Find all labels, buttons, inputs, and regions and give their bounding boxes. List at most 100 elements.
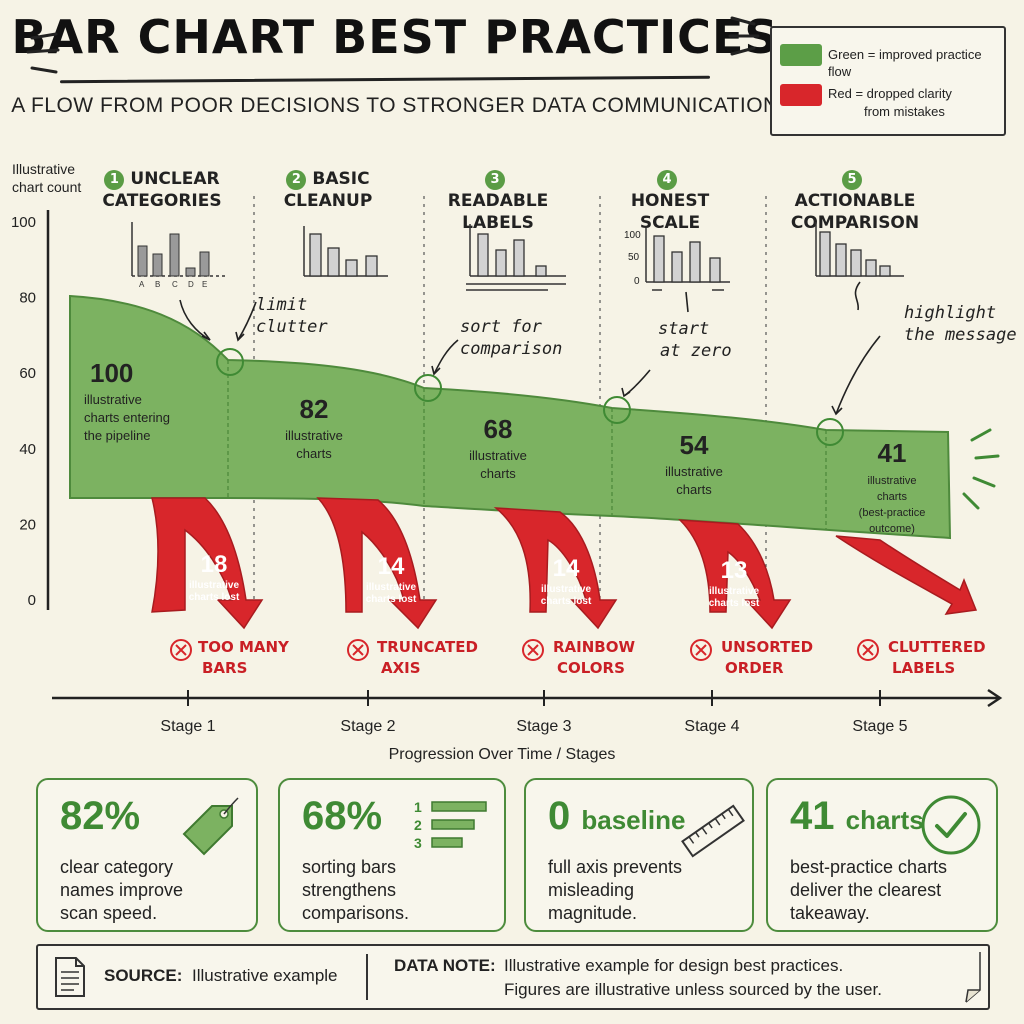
card-value-suffix: charts — [845, 805, 924, 835]
loss-caption: charts lost — [709, 598, 760, 609]
drop-arrow-stage-1 — [151, 497, 264, 630]
sorted-list-icon: 1 2 3 — [414, 799, 487, 851]
kpi-card-sorting: 68% 1 2 3 sorting bars strengthens compa… — [278, 778, 506, 932]
x-mark-icon — [175, 644, 187, 656]
card-text-line3: scan speed. — [60, 903, 158, 923]
title-underline — [59, 75, 711, 84]
loss-value: 18 — [201, 551, 228, 578]
card-text-line2: deliver the clearest — [790, 880, 942, 900]
title-accent-right-icon — [728, 16, 760, 56]
y-tick-label: 100 — [11, 214, 36, 231]
mistake-label-line2: LABELS — [892, 659, 955, 677]
loss-value: 13 — [721, 557, 748, 584]
card-value-number: 0 — [548, 794, 571, 838]
mistake-label-line1: TRUNCATED — [377, 638, 478, 656]
legend-green-text: Green = improved practice flow — [828, 47, 982, 79]
x-tick-label: Stage 1 — [160, 718, 215, 735]
card-description: sorting bars strengthens comparisons. — [302, 856, 492, 925]
card-text-line3: comparisons. — [302, 903, 410, 923]
annotation-line1: limit — [256, 295, 307, 315]
x-tick-label: Stage 2 — [340, 718, 395, 735]
list-number: 1 — [414, 799, 422, 815]
stage-title-line2: CATEGORIES — [102, 191, 222, 211]
x-tick-label: Stage 5 — [852, 718, 907, 735]
mini-chart-label: D — [188, 280, 194, 289]
x-mark-icon — [862, 644, 874, 656]
checkmark-icon — [921, 795, 981, 855]
ruler-icon — [681, 804, 745, 858]
annotation-line2: comparison — [460, 339, 562, 359]
stage-title-line1: READABLE — [447, 191, 549, 211]
drop-arrow-stage-5 — [835, 535, 978, 615]
kpi-card-baseline: 0 baseline full axis prevents misleading… — [524, 778, 754, 932]
stage-title-line1: BASIC — [312, 169, 370, 189]
improved-practice-flow — [69, 294, 952, 540]
remaining-caption: charts — [296, 446, 332, 461]
y-tick-label: 0 — [28, 592, 36, 609]
stage-number-badge: 5 — [842, 170, 862, 190]
remaining-caption: the pipeline — [84, 428, 151, 443]
x-axis-label: Progression Over Time / Stages — [389, 746, 616, 763]
remaining-caption: illustrative — [665, 464, 723, 479]
stage-title-3: 3READABLE LABELS — [438, 168, 558, 234]
stage-title-2: 2 BASIC CLEANUP — [272, 168, 384, 212]
data-note-line2: Figures are illustrative unless sourced … — [504, 980, 882, 999]
kpi-card-category-names: 82% clear category names improve scan sp… — [36, 778, 258, 932]
mini-axis-tick: 0 — [634, 276, 640, 287]
data-note-label: DATA NOTE: — [394, 956, 496, 975]
x-axis-ticks — [187, 690, 881, 706]
card-description: full axis prevents misleading magnitude. — [548, 856, 738, 925]
x-circle-icon — [690, 639, 712, 661]
mini-axis-tick: 50 — [628, 252, 640, 263]
legend-red-text-line2: from mistakes — [864, 104, 945, 119]
mistake-x-icons — [170, 639, 879, 661]
mistake-label-line1: CLUTTERED — [888, 638, 986, 656]
mini-chart-label: A — [139, 280, 145, 289]
card-value-suffix: baseline — [581, 805, 686, 835]
card-value: 0 baseline — [548, 794, 685, 839]
flow-chart: Illustrative chart count — [11, 161, 1017, 763]
remaining-value: 54 — [680, 430, 709, 460]
mini-chart-stage-3 — [466, 224, 566, 291]
footer-divider — [366, 954, 368, 1000]
remaining-caption: charts — [480, 466, 516, 481]
stage-title-line2: CLEANUP — [283, 191, 373, 211]
mistake-label-line2: AXIS — [381, 659, 421, 677]
mini-chart-label: B — [155, 280, 160, 289]
flow-stage-seams — [227, 360, 827, 530]
x-axis-arrow-icon — [987, 688, 1003, 708]
mini-chart-label: C — [172, 280, 178, 289]
document-icon — [55, 957, 85, 997]
stage-title-line1: ACTIONABLE — [794, 191, 916, 211]
mini-chart-stage-1: A B C D E — [131, 222, 228, 289]
card-value-number: 41 — [790, 794, 835, 838]
loss-caption: charts lost — [189, 592, 240, 603]
page-curl-icon — [965, 952, 981, 1003]
mistake-label-line1: TOO MANY — [198, 638, 290, 656]
loss-value: 14 — [553, 555, 580, 582]
loss-caption: illustrative — [189, 580, 239, 591]
remaining-value: 41 — [878, 438, 907, 468]
y-tick-label: 80 — [19, 290, 36, 307]
stage-title-1: 1 UNCLEAR CATEGORIES — [100, 168, 224, 212]
stage-title-4: 4HONEST SCALE — [618, 168, 722, 234]
mistake-label-line1: UNSORTED — [721, 638, 813, 656]
loss-value: 14 — [378, 553, 405, 580]
x-mark-icon — [695, 644, 707, 656]
remaining-value: 68 — [484, 414, 513, 444]
page-subtitle: A FLOW FROM POOR DECISIONS TO STRONGER D… — [11, 94, 779, 117]
card-value: 41 charts — [790, 794, 924, 839]
x-mark-icon — [352, 644, 364, 656]
source-label: SOURCE: — [104, 966, 183, 985]
annotation-line1: start — [658, 319, 709, 339]
legend: Green = improved practice flow Red = dro… — [770, 26, 1006, 136]
remaining-caption: illustrative — [469, 448, 527, 463]
mistake-label-line2: COLORS — [557, 659, 625, 677]
remaining-caption: outcome) — [869, 523, 915, 535]
stage-title-5: 5ACTIONABLE COMPARISON — [786, 168, 924, 234]
remaining-value: 82 — [300, 394, 329, 424]
mistake-label-line1: RAINBOW — [553, 638, 635, 656]
kpi-card-best-practice: 41 charts best-practice charts deliver t… — [766, 778, 998, 932]
annotation-line1: sort for — [460, 317, 543, 337]
stage-title-line1: UNCLEAR — [130, 169, 220, 189]
